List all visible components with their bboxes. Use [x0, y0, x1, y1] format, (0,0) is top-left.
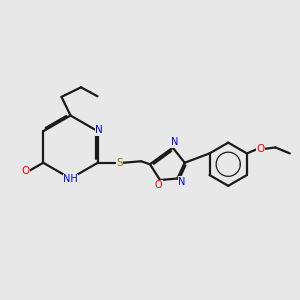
Text: O: O	[21, 166, 29, 176]
Text: N: N	[95, 125, 103, 135]
Text: N: N	[178, 176, 185, 187]
Text: S: S	[116, 158, 123, 168]
Text: O: O	[155, 180, 162, 190]
Text: NH: NH	[63, 174, 78, 184]
Text: N: N	[171, 137, 178, 147]
Text: O: O	[256, 144, 265, 154]
